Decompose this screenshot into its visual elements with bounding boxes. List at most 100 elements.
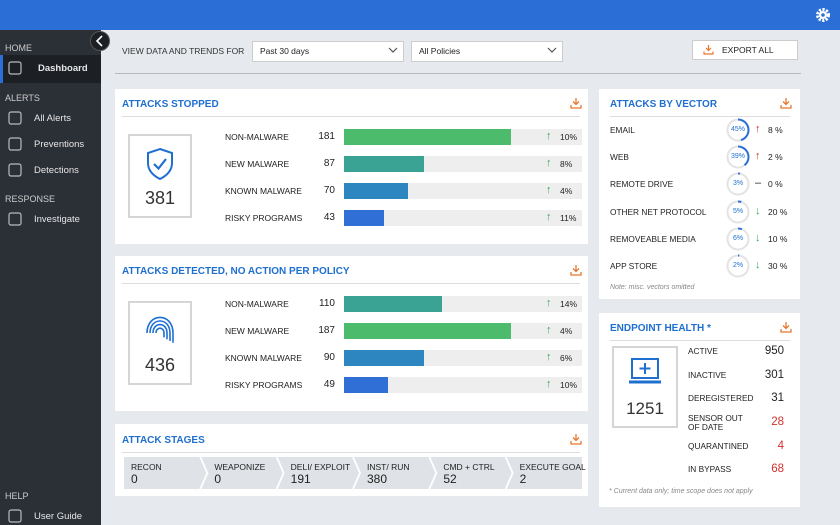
collapse-button[interactable]	[90, 31, 110, 51]
total-box	[612, 346, 678, 428]
trend-arrow: ↓	[755, 231, 761, 244]
check	[153, 158, 167, 171]
trend-change: 20 %	[768, 206, 788, 217]
vector-label: APP STORE	[610, 261, 658, 271]
bar	[344, 323, 511, 339]
bar-track	[344, 210, 582, 226]
download-icon[interactable]	[570, 97, 582, 109]
header-divider	[115, 73, 801, 74]
card-title: ATTACK STAGES	[122, 435, 205, 446]
trend-arrow: –	[755, 177, 762, 190]
row-value: 187	[318, 325, 335, 336]
health-value: 950	[764, 345, 784, 357]
donut-arc	[726, 227, 750, 251]
row-label: NON-MALWARE	[225, 299, 289, 309]
vector-donut	[726, 118, 750, 142]
export-label: EXPORT ALL	[722, 45, 774, 55]
sidebar-icon	[8, 137, 22, 151]
sidebar-item[interactable]: All Alerts	[34, 113, 71, 124]
trend-change: 8%	[560, 159, 573, 169]
title-rule	[122, 283, 580, 284]
stage-value: 380	[367, 472, 388, 486]
caret	[388, 47, 398, 53]
title-rule	[122, 452, 580, 453]
donut-arc	[726, 172, 750, 196]
trend-change: 4%	[560, 326, 573, 336]
sidebar-item[interactable]: Preventions	[34, 139, 85, 150]
health-value: 4	[777, 440, 784, 452]
bar-track	[344, 377, 582, 393]
trend-change: 10%	[560, 380, 578, 390]
download-glyph	[570, 434, 582, 445]
settings-gear[interactable]	[815, 7, 831, 23]
card	[599, 313, 800, 507]
title-rule	[610, 340, 790, 341]
row-label: RISKY PROGRAMS	[225, 213, 303, 223]
plus	[639, 363, 651, 374]
stage-label: RECON	[131, 462, 162, 472]
trend-arrow: ↑	[755, 150, 761, 163]
active-item-bg	[0, 55, 101, 83]
stage-value: 0	[131, 472, 138, 486]
vector-donut	[726, 200, 750, 224]
sidebar-item[interactable]: Investigate	[34, 214, 80, 225]
row-label: RISKY PROGRAMS	[225, 380, 303, 390]
stage-chevron	[124, 457, 207, 489]
trend-arrow: ↑	[546, 351, 552, 363]
download-icon[interactable]	[780, 97, 792, 109]
trend-arrow: ↓	[755, 204, 761, 217]
export-button[interactable]	[692, 40, 798, 60]
sidebar-section: RESPONSE	[5, 194, 56, 204]
donut-label: 39%	[730, 153, 745, 161]
icon-shape	[8, 163, 22, 177]
donut-label: 6%	[732, 234, 744, 242]
download-icon[interactable]	[570, 433, 582, 445]
sidebar-icon	[8, 212, 22, 226]
stage-value: 191	[290, 472, 311, 486]
shield	[147, 147, 173, 181]
donut-label: 5%	[732, 207, 744, 215]
health-value: 31	[771, 392, 784, 404]
vector-donut	[726, 172, 750, 196]
sidebar-item[interactable]: Detections	[34, 165, 79, 176]
filter-label: VIEW DATA AND TRENDS FOR	[122, 46, 245, 56]
download-icon[interactable]	[780, 321, 792, 333]
bar	[344, 129, 511, 145]
sidebar-icon	[8, 163, 22, 177]
stage-label: DELI/ EXPLOIT	[290, 462, 351, 472]
laptop-icon	[629, 358, 661, 384]
fingerprint-arc	[149, 320, 171, 341]
health-label: IN BYPASS	[688, 464, 732, 474]
sidebar-item[interactable]: User Guide	[34, 511, 83, 522]
row-value: 70	[323, 185, 335, 196]
vector-donut	[726, 254, 750, 278]
dropdown-value: Past 30 days	[260, 46, 310, 56]
icon-shape	[8, 137, 22, 151]
vector-label: WEB	[610, 152, 629, 163]
total-icon	[146, 316, 174, 343]
total-value: 381	[144, 188, 176, 208]
stage-label: WEAPONIZE	[214, 462, 266, 472]
trend-change: 8 %	[768, 125, 783, 135]
sidebar-section: ALERTS	[5, 93, 40, 103]
stage-chevron	[354, 457, 436, 489]
download-glyph	[780, 322, 792, 333]
stage-label: CMD + CTRL	[443, 462, 495, 472]
download-icon[interactable]	[570, 264, 582, 276]
icon-shape	[8, 212, 22, 226]
sidebar-item[interactable]: Dashboard	[38, 63, 88, 74]
export-icon	[703, 45, 714, 55]
total-box	[128, 134, 192, 218]
trend-arrow: ↑	[546, 378, 552, 390]
vector-donut	[726, 145, 750, 169]
title-rule	[122, 116, 580, 117]
dropdown[interactable]	[252, 41, 404, 62]
donut-arc	[726, 118, 750, 142]
donut-arc	[726, 145, 750, 169]
dropdown[interactable]	[411, 41, 563, 62]
trend-arrow: ↑	[546, 157, 552, 169]
dropdown-value: All Policies	[419, 46, 461, 56]
donut-arc	[726, 254, 750, 278]
icon-shape	[8, 111, 22, 125]
download-glyph	[570, 265, 582, 276]
